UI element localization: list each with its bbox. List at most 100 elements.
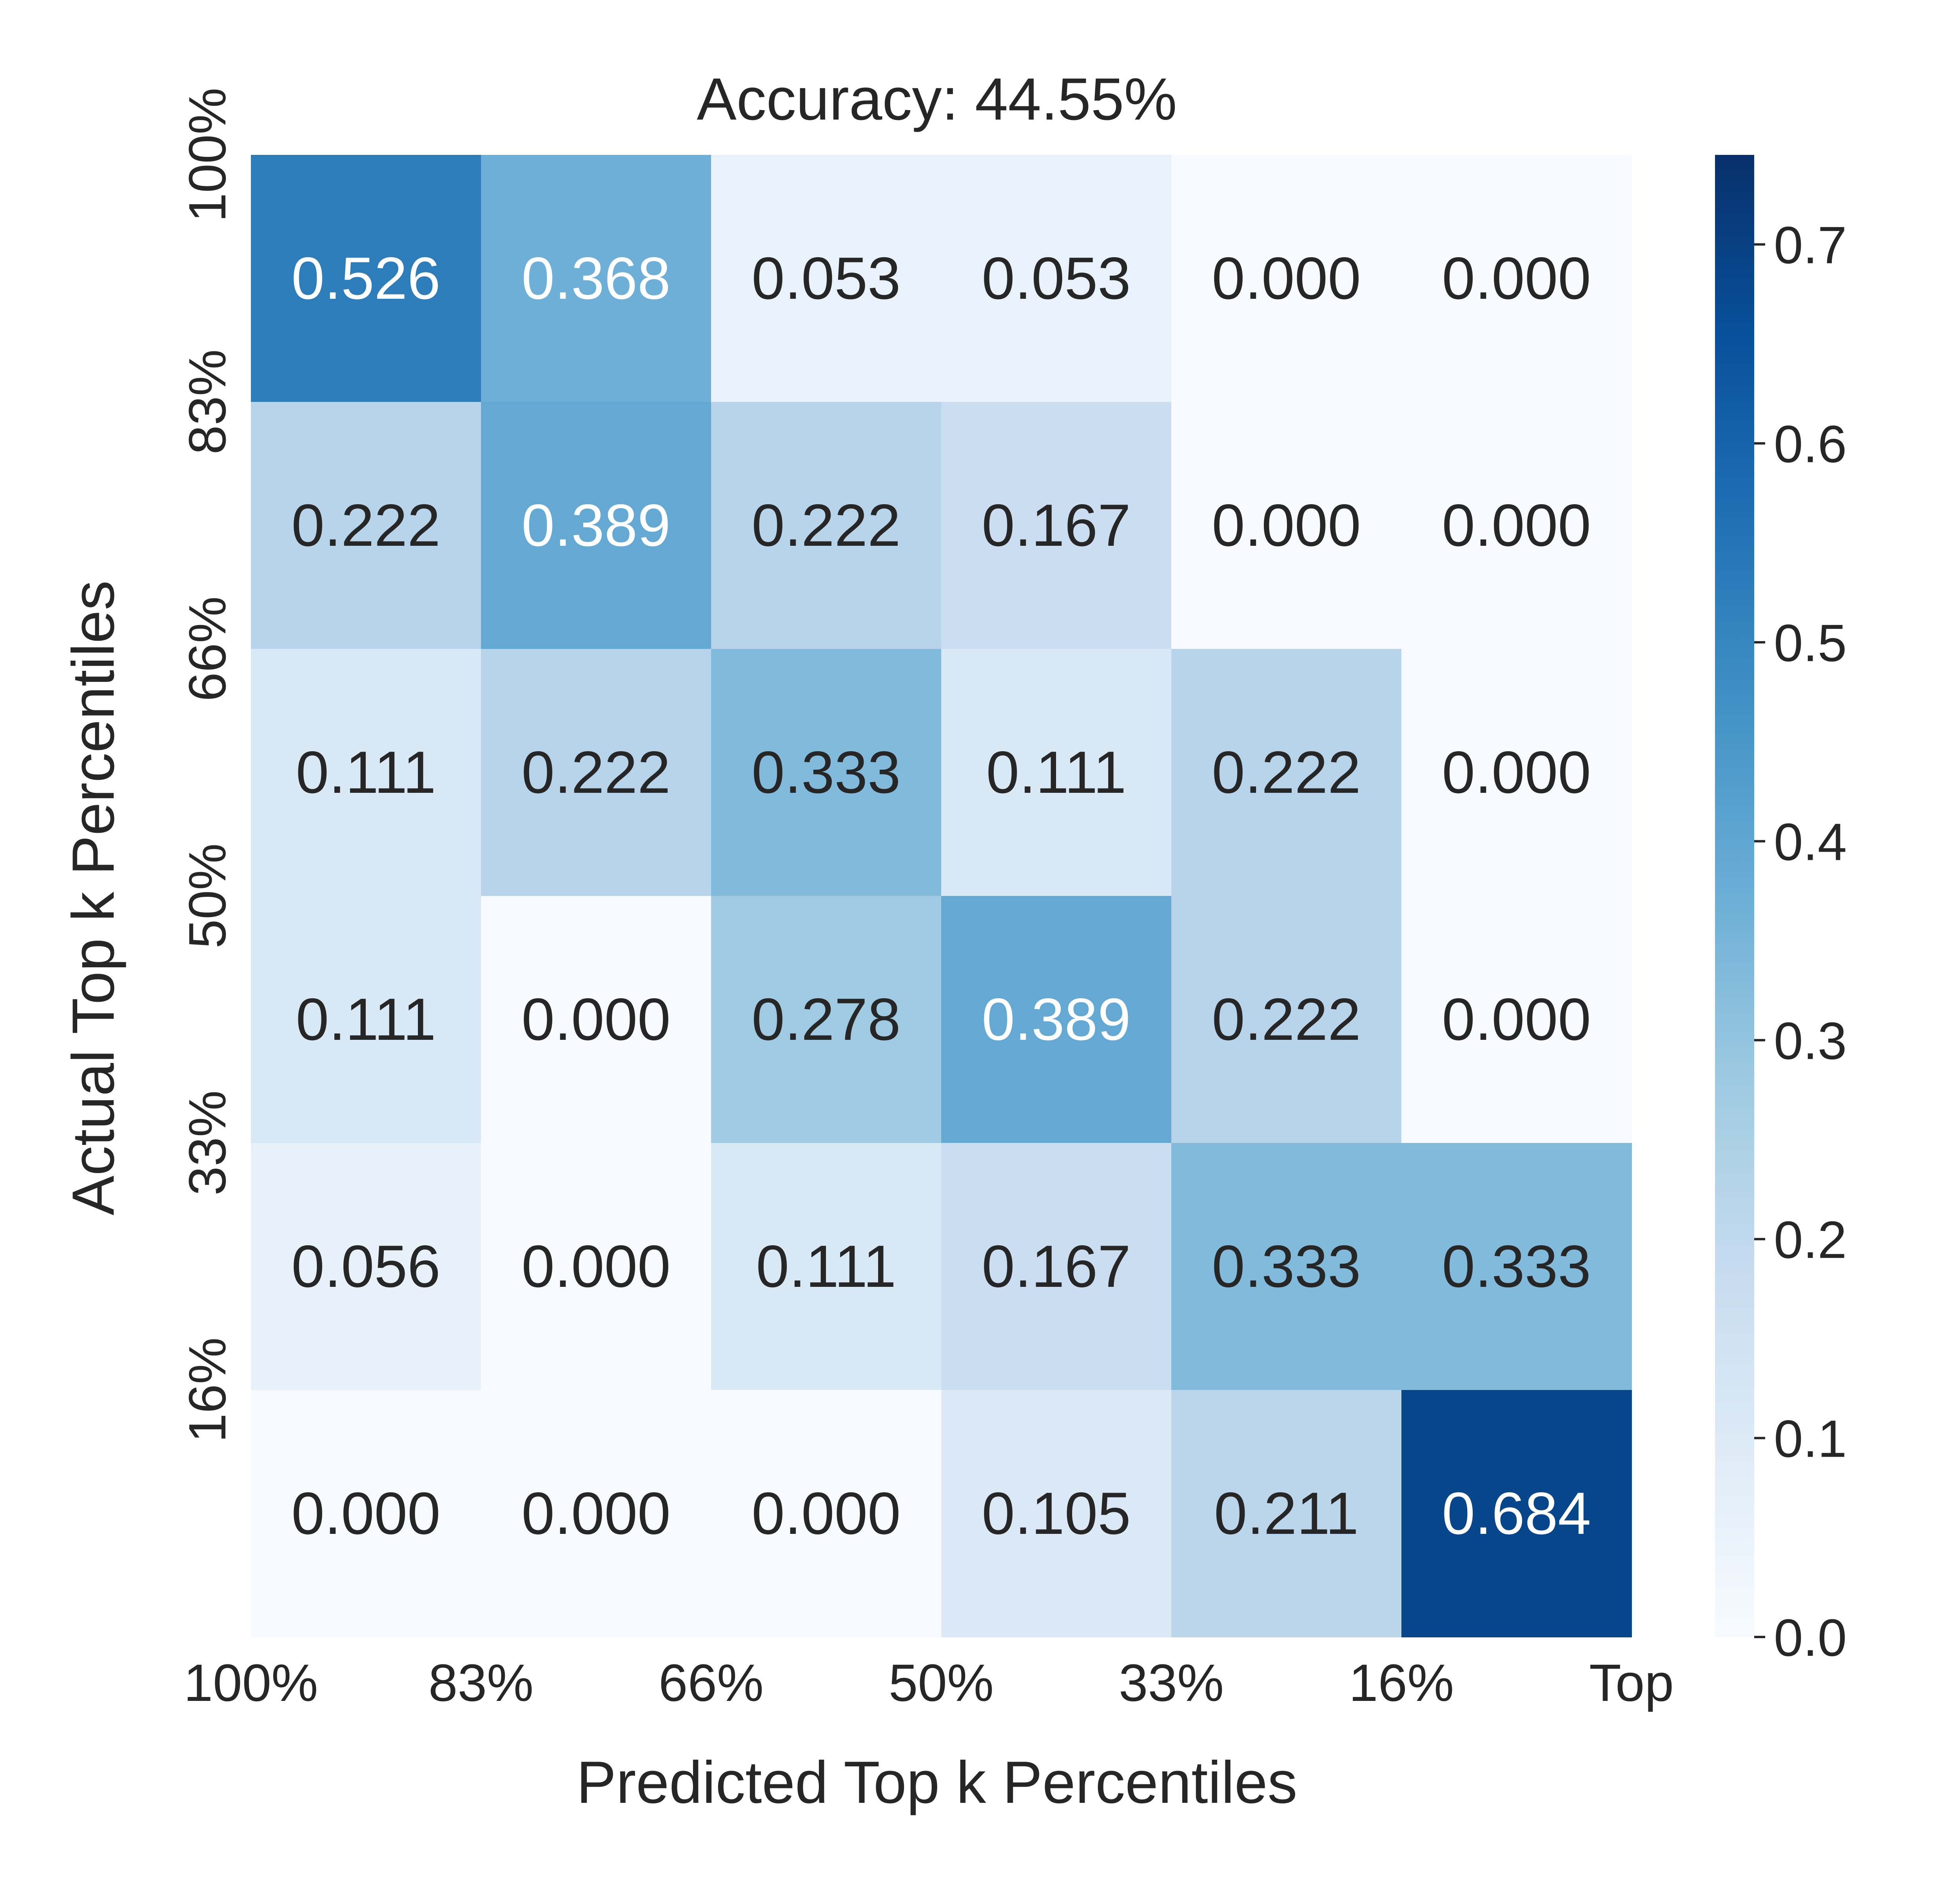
- heatmap-cell: [941, 155, 1172, 402]
- cell-value-label: 0.222: [521, 739, 670, 806]
- cell-value-label: 0.111: [296, 986, 436, 1053]
- heatmap-cell: [1401, 155, 1632, 402]
- x-tick-label: 83%: [428, 1654, 534, 1712]
- cell-value-label: 0.167: [982, 492, 1131, 559]
- heatmap-cell: [251, 1143, 481, 1390]
- cell-value-label: 0.053: [751, 245, 900, 312]
- cell-value-label: 0.000: [1442, 492, 1591, 559]
- cell-value-label: 0.000: [521, 1233, 670, 1300]
- cell-value-label: 0.526: [291, 245, 440, 312]
- y-tick-label: 16%: [178, 1337, 237, 1443]
- x-tick-label: 33%: [1119, 1654, 1224, 1712]
- heatmap-cell: [1171, 155, 1402, 402]
- heatmap-cell: [1171, 649, 1402, 896]
- heatmap-cell: [711, 1390, 942, 1637]
- cell-value-label: 0.211: [1214, 1480, 1359, 1547]
- cell-value-label: 0.684: [1442, 1480, 1591, 1547]
- cell-value-label: 0.000: [1442, 986, 1591, 1053]
- heatmap-cell: [1401, 402, 1632, 649]
- cell-value-label: 0.333: [751, 739, 900, 806]
- colorbar-tick-label: 0.4: [1774, 813, 1847, 871]
- colorbar-tick-label: 0.7: [1774, 216, 1847, 274]
- cell-value-label: 0.333: [1442, 1233, 1591, 1300]
- y-axis-label: Actual Top k Percentiles: [60, 580, 127, 1215]
- heatmap-cell: [941, 649, 1172, 896]
- heatmap-cell: [251, 649, 481, 896]
- cell-value-label: 0.389: [982, 986, 1131, 1053]
- colorbar-tick-label: 0.6: [1774, 415, 1847, 474]
- cell-value-label: 0.000: [521, 1480, 670, 1547]
- heatmap-cell: [1171, 1390, 1402, 1637]
- heatmap-cell: [1401, 896, 1632, 1143]
- y-tick-labels: 100% 83% 66% 50% 33% 16%: [178, 88, 237, 1443]
- heatmap-cell: [1171, 402, 1402, 649]
- cell-value-label: 0.222: [291, 492, 440, 559]
- colorbar-tick-label: 0.5: [1774, 614, 1847, 672]
- heatmap-cell: [1401, 1390, 1632, 1637]
- colorbar: [1715, 155, 1754, 1637]
- heatmap-cell-labels: 0.526 0.368 0.053 0.053 0.000 0.000 0.222 0.389…: [291, 245, 1591, 1547]
- y-tick-label: 33%: [178, 1090, 237, 1195]
- cell-value-label: 0.000: [1212, 492, 1361, 559]
- cell-value-label: 0.111: [756, 1233, 897, 1300]
- heatmap-cell: [1401, 1143, 1632, 1390]
- y-tick-label: 83%: [178, 349, 237, 454]
- heatmap-cell: [711, 896, 942, 1143]
- heatmap-cell: [251, 402, 481, 649]
- heatmap-cells: [251, 155, 1632, 1637]
- heatmap-cell: [711, 402, 942, 649]
- heatmap-cell: [941, 1143, 1172, 1390]
- cell-value-label: 0.222: [1212, 986, 1361, 1053]
- cell-value-label: 0.000: [521, 986, 670, 1053]
- y-tick-label: 66%: [178, 596, 237, 701]
- heatmap-cell: [941, 1390, 1172, 1637]
- cell-value-label: 0.000: [1442, 245, 1591, 312]
- cell-value-label: 0.368: [521, 245, 670, 312]
- cell-value-label: 0.000: [1442, 739, 1591, 806]
- cell-value-label: 0.105: [982, 1480, 1131, 1547]
- heatmap-cell: [251, 155, 481, 402]
- x-tick-label: 100%: [184, 1654, 318, 1712]
- chart-title: Accuracy: 44.55%: [697, 66, 1177, 133]
- heatmap-cell: [711, 649, 942, 896]
- colorbar-tick-label: 0.2: [1774, 1211, 1847, 1269]
- y-tick-label: 50%: [178, 843, 237, 948]
- cell-value-label: 0.000: [291, 1480, 440, 1547]
- cell-value-label: 0.278: [751, 986, 900, 1053]
- x-axis-label: Predicted Top k Percentiles: [576, 1749, 1297, 1816]
- cell-value-label: 0.222: [751, 492, 900, 559]
- x-tick-label: 16%: [1349, 1654, 1454, 1712]
- cell-value-label: 0.167: [982, 1233, 1131, 1300]
- colorbar-tick-label: 0.1: [1774, 1410, 1847, 1468]
- heatmap-cell: [481, 1143, 711, 1390]
- y-tick-label: 100%: [178, 88, 237, 222]
- x-tick-label: 50%: [889, 1654, 994, 1712]
- heatmap-cell: [711, 1143, 942, 1390]
- x-tick-label: Top: [1589, 1654, 1674, 1712]
- cell-value-label: 0.000: [751, 1480, 900, 1547]
- heatmap-cell: [711, 155, 942, 402]
- heatmap-cell: [481, 155, 711, 402]
- heatmap-cell: [481, 649, 711, 896]
- heatmap-cell: [251, 896, 481, 1143]
- cell-value-label: 0.053: [982, 245, 1131, 312]
- cell-value-label: 0.333: [1212, 1233, 1361, 1300]
- colorbar-ticks: 0.0 0.1 0.2 0.3 0.4 0.5 0.6 0.7: [1754, 216, 1847, 1667]
- heatmap-cell: [941, 896, 1172, 1143]
- cell-value-label: 0.389: [521, 492, 670, 559]
- cell-value-label: 0.111: [296, 739, 436, 806]
- heatmap-cell: [481, 1390, 711, 1637]
- cell-value-label: 0.056: [291, 1233, 440, 1300]
- heatmap-cell: [941, 402, 1172, 649]
- heatmap-cell: [1171, 1143, 1402, 1390]
- cell-value-label: 0.222: [1212, 739, 1361, 806]
- cell-value-label: 0.000: [1212, 245, 1361, 312]
- x-tick-label: 66%: [659, 1654, 764, 1712]
- x-tick-labels: 100% 83% 66% 50% 33% 16% Top: [184, 1654, 1674, 1712]
- heatmap-cell: [481, 896, 711, 1143]
- heatmap-cell: [251, 1390, 481, 1637]
- heatmap-cell: [1401, 649, 1632, 896]
- heatmap-cell: [481, 402, 711, 649]
- colorbar-tick-label: 0.0: [1774, 1609, 1847, 1667]
